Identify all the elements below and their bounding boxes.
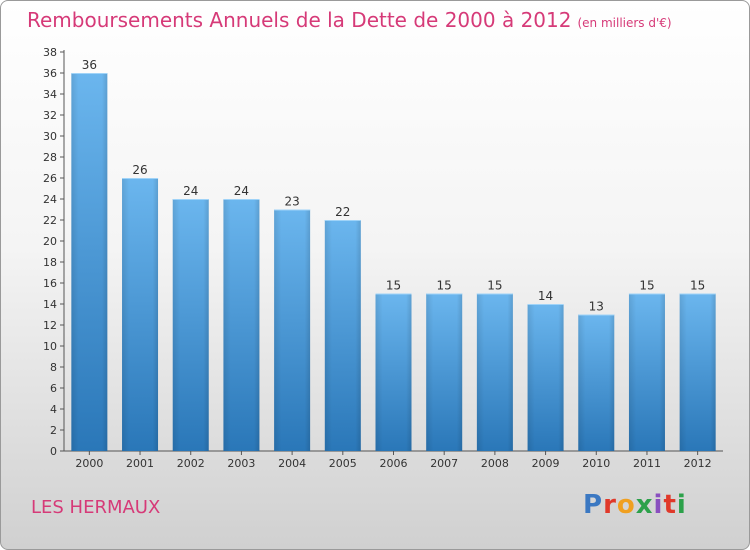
bar-shade: [578, 314, 615, 451]
y-tick-label: 10: [43, 340, 57, 353]
data-label: 14: [538, 289, 553, 303]
data-label: 15: [386, 279, 401, 293]
y-tick-label: 32: [43, 109, 57, 122]
x-tick-label: 2006: [380, 457, 408, 470]
x-tick-label: 2004: [278, 457, 306, 470]
data-label: 26: [132, 163, 147, 177]
location-name: LES HERMAUX: [31, 497, 161, 518]
x-tick-label: 2012: [684, 457, 712, 470]
y-tick-label: 8: [50, 361, 57, 374]
data-label: 15: [639, 279, 654, 293]
y-tick-label: 30: [43, 130, 57, 143]
bar-shade: [122, 178, 159, 451]
y-tick-label: 22: [43, 214, 57, 227]
logo-letter: i: [676, 490, 687, 520]
bar-shade: [628, 293, 665, 451]
y-tick-label: 34: [43, 88, 57, 101]
logo-letter: x: [635, 490, 654, 520]
data-label: 15: [487, 279, 502, 293]
logo-letter: r: [603, 490, 617, 520]
y-tick-label: 28: [43, 151, 57, 164]
x-tick-label: 2009: [532, 457, 560, 470]
logo-letter: P: [583, 490, 604, 520]
proxiti-logo[interactable]: Proxiti: [583, 490, 687, 520]
y-tick-label: 4: [50, 403, 57, 416]
y-tick-label: 14: [43, 298, 57, 311]
data-label: 15: [437, 279, 452, 293]
bar-shade: [375, 293, 412, 451]
y-tick-label: 20: [43, 235, 57, 248]
x-tick-label: 2010: [582, 457, 610, 470]
x-tick-label: 2011: [633, 457, 661, 470]
y-tick-label: 16: [43, 277, 57, 290]
chart-title: Remboursements Annuels de la Dette de 20…: [27, 8, 672, 32]
bar-shade: [679, 293, 716, 451]
x-tick-label: 2007: [430, 457, 458, 470]
y-tick-label: 36: [43, 67, 57, 80]
bar-shade: [476, 293, 513, 451]
data-label: 15: [690, 279, 705, 293]
chart-bars: [71, 73, 716, 451]
bar-shade: [172, 199, 209, 451]
bar-shade: [426, 293, 463, 451]
data-label: 24: [234, 184, 249, 198]
y-tick-label: 18: [43, 256, 57, 269]
logo-letter: i: [653, 490, 664, 520]
x-tick-label: 2008: [481, 457, 509, 470]
bar-shade: [223, 199, 260, 451]
x-tick-label: 2001: [126, 457, 154, 470]
chart-subtitle: (en milliers d'€): [577, 16, 672, 30]
logo-letter: t: [663, 490, 677, 520]
bar-shade: [527, 304, 564, 451]
chart-title-text: Remboursements Annuels de la Dette de 20…: [27, 8, 572, 32]
x-tick-label: 2002: [177, 457, 205, 470]
data-label: 24: [183, 184, 198, 198]
data-label: 13: [589, 300, 604, 314]
y-tick-label: 26: [43, 172, 57, 185]
chart-value-labels: 36 26 24 24 23 22 15 15 15 14 13 15 15: [82, 58, 706, 314]
x-tick-label: 2000: [75, 457, 103, 470]
y-tick-label: 38: [43, 46, 57, 59]
y-tick-label: 2: [50, 424, 57, 437]
data-label: 23: [284, 195, 299, 209]
y-tick-label: 6: [50, 382, 57, 395]
bar-shade: [274, 209, 311, 451]
bar-shade: [324, 220, 361, 451]
y-tick-label: 12: [43, 319, 57, 332]
data-label: 36: [82, 58, 97, 72]
bar-shade: [71, 73, 108, 451]
x-tick-label: 2005: [329, 457, 357, 470]
x-tick-label: 2003: [227, 457, 255, 470]
y-tick-label: 24: [43, 193, 57, 206]
y-tick-label: 0: [50, 445, 57, 458]
data-label: 22: [335, 205, 350, 219]
logo-letter: o: [616, 490, 636, 520]
